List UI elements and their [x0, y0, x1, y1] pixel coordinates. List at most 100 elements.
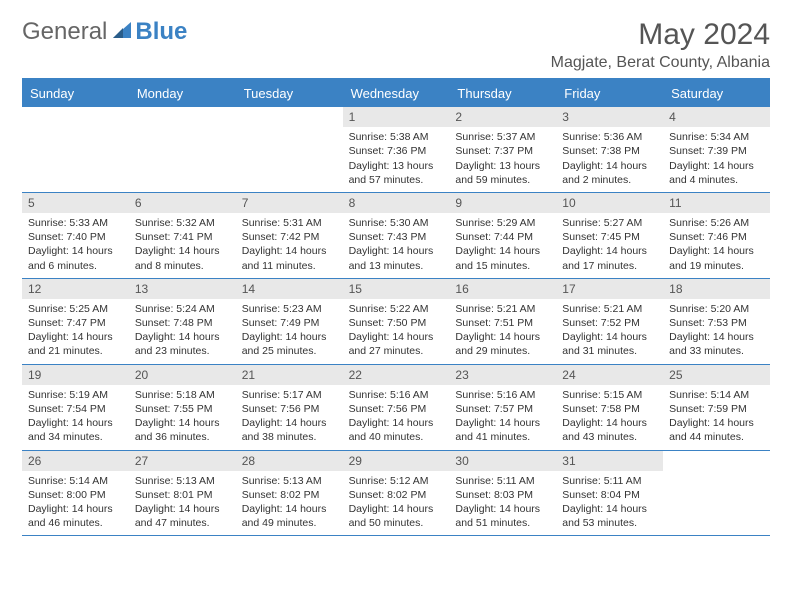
daylight-line: Daylight: 14 hours and 17 minutes. — [562, 244, 657, 272]
cell-body: Sunrise: 5:11 AMSunset: 8:04 PMDaylight:… — [556, 471, 663, 536]
day-number: 10 — [556, 193, 663, 213]
sunrise-line: Sunrise: 5:33 AM — [28, 216, 123, 230]
cell-body: Sunrise: 5:27 AMSunset: 7:45 PMDaylight:… — [556, 213, 663, 278]
sunrise-line: Sunrise: 5:11 AM — [455, 474, 550, 488]
day-number: 18 — [663, 279, 770, 299]
sunset-line: Sunset: 7:43 PM — [349, 230, 444, 244]
sunrise-line: Sunrise: 5:21 AM — [562, 302, 657, 316]
sunset-line: Sunset: 7:56 PM — [242, 402, 337, 416]
daylight-line: Daylight: 13 hours and 57 minutes. — [349, 159, 444, 187]
sunrise-line: Sunrise: 5:14 AM — [28, 474, 123, 488]
sunset-line: Sunset: 7:53 PM — [669, 316, 764, 330]
daylight-line: Daylight: 14 hours and 44 minutes. — [669, 416, 764, 444]
day-number: 13 — [129, 279, 236, 299]
calendar-cell: 30Sunrise: 5:11 AMSunset: 8:03 PMDayligh… — [449, 451, 556, 537]
calendar-cell: 27Sunrise: 5:13 AMSunset: 8:01 PMDayligh… — [129, 451, 236, 537]
sunset-line: Sunset: 7:47 PM — [28, 316, 123, 330]
calendar-cell: . — [236, 107, 343, 193]
sunrise-line: Sunrise: 5:12 AM — [349, 474, 444, 488]
calendar-cell: 17Sunrise: 5:21 AMSunset: 7:52 PMDayligh… — [556, 279, 663, 365]
sunrise-line: Sunrise: 5:22 AM — [349, 302, 444, 316]
calendar-cell: 8Sunrise: 5:30 AMSunset: 7:43 PMDaylight… — [343, 193, 450, 279]
cell-body: Sunrise: 5:20 AMSunset: 7:53 PMDaylight:… — [663, 299, 770, 364]
sunset-line: Sunset: 7:40 PM — [28, 230, 123, 244]
daylight-line: Daylight: 14 hours and 51 minutes. — [455, 502, 550, 530]
cell-body: Sunrise: 5:14 AMSunset: 8:00 PMDaylight:… — [22, 471, 129, 536]
sunrise-line: Sunrise: 5:25 AM — [28, 302, 123, 316]
cell-body: Sunrise: 5:13 AMSunset: 8:01 PMDaylight:… — [129, 471, 236, 536]
sail-icon — [111, 20, 133, 45]
calendar-cell: 29Sunrise: 5:12 AMSunset: 8:02 PMDayligh… — [343, 451, 450, 537]
calendar-cell: 21Sunrise: 5:17 AMSunset: 7:56 PMDayligh… — [236, 365, 343, 451]
sunset-line: Sunset: 8:03 PM — [455, 488, 550, 502]
sunset-line: Sunset: 8:04 PM — [562, 488, 657, 502]
sunrise-line: Sunrise: 5:20 AM — [669, 302, 764, 316]
cell-body: Sunrise: 5:18 AMSunset: 7:55 PMDaylight:… — [129, 385, 236, 450]
cell-body: Sunrise: 5:15 AMSunset: 7:58 PMDaylight:… — [556, 385, 663, 450]
cell-body: Sunrise: 5:21 AMSunset: 7:51 PMDaylight:… — [449, 299, 556, 364]
calendar-cell: 28Sunrise: 5:13 AMSunset: 8:02 PMDayligh… — [236, 451, 343, 537]
weekday-header: Monday — [129, 80, 236, 107]
sunset-line: Sunset: 7:49 PM — [242, 316, 337, 330]
cell-body: Sunrise: 5:21 AMSunset: 7:52 PMDaylight:… — [556, 299, 663, 364]
calendar-cell: 24Sunrise: 5:15 AMSunset: 7:58 PMDayligh… — [556, 365, 663, 451]
day-number: 14 — [236, 279, 343, 299]
day-number: 20 — [129, 365, 236, 385]
sunrise-line: Sunrise: 5:13 AM — [135, 474, 230, 488]
cell-body: Sunrise: 5:17 AMSunset: 7:56 PMDaylight:… — [236, 385, 343, 450]
daylight-line: Daylight: 14 hours and 31 minutes. — [562, 330, 657, 358]
day-number: 23 — [449, 365, 556, 385]
sunrise-line: Sunrise: 5:36 AM — [562, 130, 657, 144]
day-number: 17 — [556, 279, 663, 299]
month-title: May 2024 — [551, 18, 770, 52]
sunrise-line: Sunrise: 5:30 AM — [349, 216, 444, 230]
daylight-line: Daylight: 14 hours and 27 minutes. — [349, 330, 444, 358]
cell-body: Sunrise: 5:12 AMSunset: 8:02 PMDaylight:… — [343, 471, 450, 536]
location: Magjate, Berat County, Albania — [551, 54, 770, 72]
sunset-line: Sunset: 7:50 PM — [349, 316, 444, 330]
cell-body: Sunrise: 5:16 AMSunset: 7:56 PMDaylight:… — [343, 385, 450, 450]
calendar-cell: 22Sunrise: 5:16 AMSunset: 7:56 PMDayligh… — [343, 365, 450, 451]
day-number: 1 — [343, 107, 450, 127]
sunset-line: Sunset: 8:00 PM — [28, 488, 123, 502]
title-block: May 2024 Magjate, Berat County, Albania — [551, 18, 770, 72]
weekday-header: Wednesday — [343, 80, 450, 107]
sunset-line: Sunset: 7:59 PM — [669, 402, 764, 416]
cell-body: Sunrise: 5:30 AMSunset: 7:43 PMDaylight:… — [343, 213, 450, 278]
calendar-cell: 31Sunrise: 5:11 AMSunset: 8:04 PMDayligh… — [556, 451, 663, 537]
cell-body: Sunrise: 5:29 AMSunset: 7:44 PMDaylight:… — [449, 213, 556, 278]
daylight-line: Daylight: 14 hours and 4 minutes. — [669, 159, 764, 187]
day-number: 6 — [129, 193, 236, 213]
sunrise-line: Sunrise: 5:38 AM — [349, 130, 444, 144]
day-number: 25 — [663, 365, 770, 385]
day-number: 5 — [22, 193, 129, 213]
calendar-cell: 11Sunrise: 5:26 AMSunset: 7:46 PMDayligh… — [663, 193, 770, 279]
cell-body: Sunrise: 5:25 AMSunset: 7:47 PMDaylight:… — [22, 299, 129, 364]
day-number: 12 — [22, 279, 129, 299]
sunrise-line: Sunrise: 5:32 AM — [135, 216, 230, 230]
calendar-cell: 20Sunrise: 5:18 AMSunset: 7:55 PMDayligh… — [129, 365, 236, 451]
sunrise-line: Sunrise: 5:24 AM — [135, 302, 230, 316]
sunrise-line: Sunrise: 5:13 AM — [242, 474, 337, 488]
sunrise-line: Sunrise: 5:23 AM — [242, 302, 337, 316]
calendar-cell: 6Sunrise: 5:32 AMSunset: 7:41 PMDaylight… — [129, 193, 236, 279]
calendar-cell: 16Sunrise: 5:21 AMSunset: 7:51 PMDayligh… — [449, 279, 556, 365]
sunset-line: Sunset: 7:37 PM — [455, 144, 550, 158]
sunset-line: Sunset: 7:36 PM — [349, 144, 444, 158]
sunrise-line: Sunrise: 5:31 AM — [242, 216, 337, 230]
day-number: 31 — [556, 451, 663, 471]
cell-body: Sunrise: 5:33 AMSunset: 7:40 PMDaylight:… — [22, 213, 129, 278]
daylight-line: Daylight: 14 hours and 34 minutes. — [28, 416, 123, 444]
cell-body: Sunrise: 5:24 AMSunset: 7:48 PMDaylight:… — [129, 299, 236, 364]
daylight-line: Daylight: 14 hours and 15 minutes. — [455, 244, 550, 272]
daylight-line: Daylight: 14 hours and 50 minutes. — [349, 502, 444, 530]
daylight-line: Daylight: 14 hours and 25 minutes. — [242, 330, 337, 358]
day-number: 8 — [343, 193, 450, 213]
calendar-cell: 5Sunrise: 5:33 AMSunset: 7:40 PMDaylight… — [22, 193, 129, 279]
day-number: 28 — [236, 451, 343, 471]
sunrise-line: Sunrise: 5:21 AM — [455, 302, 550, 316]
daylight-line: Daylight: 14 hours and 2 minutes. — [562, 159, 657, 187]
day-number: 9 — [449, 193, 556, 213]
sunrise-line: Sunrise: 5:16 AM — [455, 388, 550, 402]
sunset-line: Sunset: 7:39 PM — [669, 144, 764, 158]
